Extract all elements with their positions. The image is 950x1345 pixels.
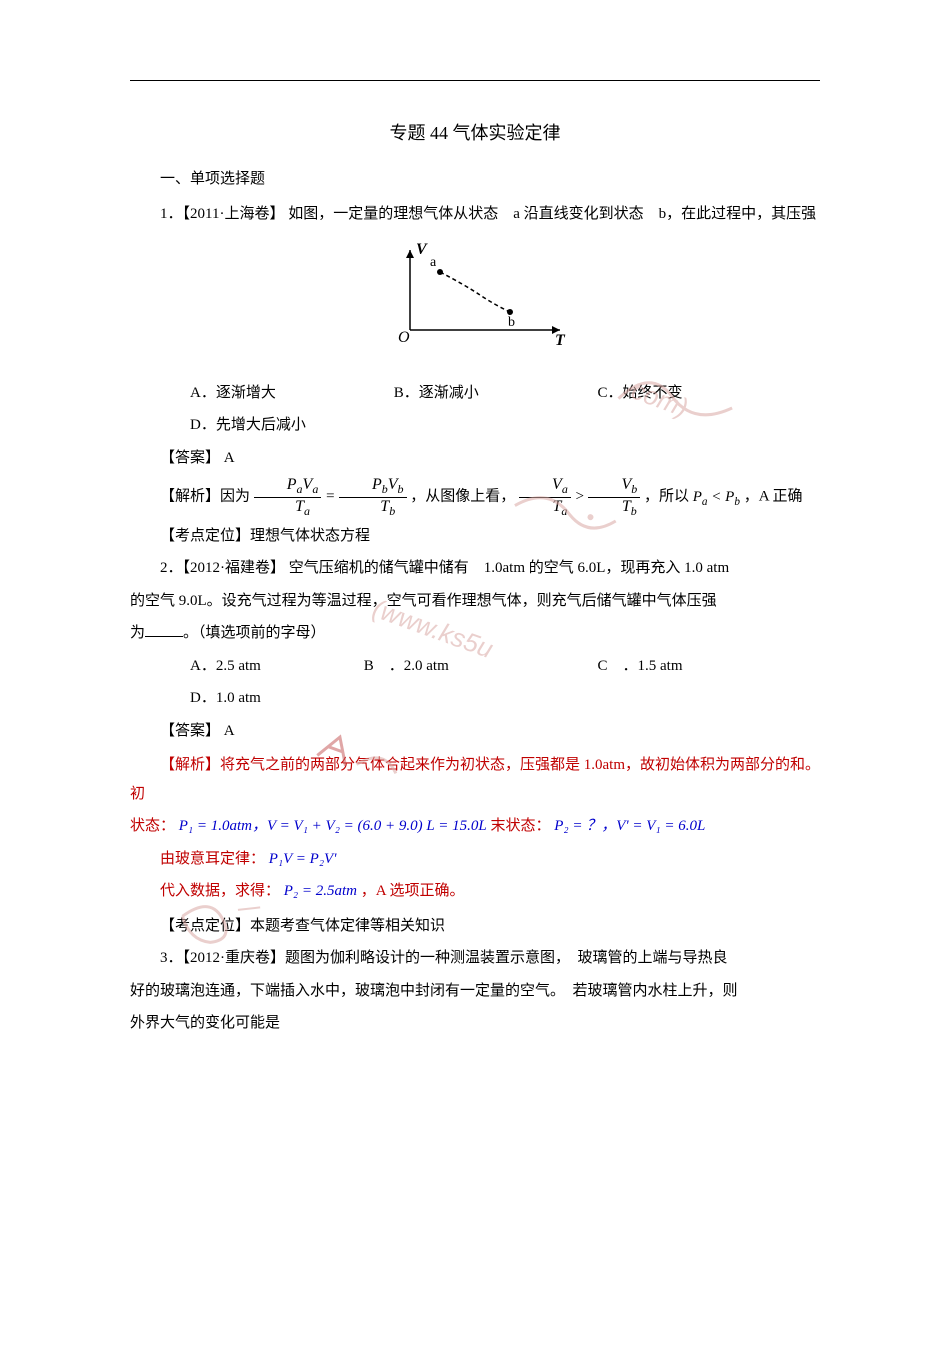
q2-options-row1: A．2.5 atm B ．2.0 atm C ．1.5 atm [130,652,820,681]
q1-optD: D．先增大后减小 [160,411,306,440]
q2-analysis: 【解析】将充气之前的两部分气体合起来作为初状态，压强都是 1.0atm，故初始体… [130,751,820,906]
q2-red3: 由玻意耳定律： P₁V = P₂V' [130,845,820,874]
q1-optC: C．始终不变 [568,379,683,408]
q1-optA: A．逐渐增大 [160,379,360,408]
page-title: 专题 44 气体实验定律 [130,116,820,150]
point-b-label: b [508,315,515,330]
q2-kaodian: 【考点定位】本题考查气体定律等相关知识 [130,912,820,941]
q1-analysis-tail: ，所以 [644,489,689,505]
section-heading: 一、单项选择题 [130,165,820,194]
q3-line2: 好的玻璃泡连通，下端插入水中，玻璃泡中封闭有一定量的空气。 若玻璃管内水柱上升，… [130,977,820,1006]
q1-analysis-mid: ，从图像上看， [410,489,515,505]
q2-line1: 2．【2012·福建卷】 空气压缩机的储气罐中储有 1.0atm 的空气 6.0… [130,554,820,583]
q2-optB: B ．2.0 atm [334,652,564,681]
q1-analysis-label: 【解析】因为 [160,489,250,505]
axis-origin-label: O [398,329,410,346]
q1-analysis: 【解析】因为 PaVaTa = PbVbTb ，从图像上看， VaTa > Vb… [130,476,820,518]
q2-optC: C ．1.5 atm [568,652,683,681]
axis-v-label: V [416,241,428,258]
q1-options-row2: D．先增大后减小 [130,411,820,440]
q2-red4: 代入数据，求得： P₂ = 2.5atm ，A 选项正确。 [130,877,820,906]
q2-answer: 【答案】 A [130,717,820,746]
q2-optA: A．2.5 atm [160,652,330,681]
q2-line2: 的空气 9.0L。设充气过程为等温过程，空气可看作理想气体，则充气后储气罐中气体… [130,587,820,616]
point-a-label: a [430,255,437,270]
q1-kaodian: 【考点定位】理想气体状态方程 [130,522,820,551]
q1-answer: 【答案】 A [130,444,820,473]
q1-analysis-end: ，A 正确 [744,489,803,505]
q1-stem: 1．【2011·上海卷】 如图，一定量的理想气体从状态 a 沿直线变化到状态 b… [130,200,820,229]
q1-optB: B．逐渐减小 [364,379,564,408]
q1-options-row1: A．逐渐增大 B．逐渐减小 C．始终不变 [130,379,820,408]
q3-line3: 外界大气的变化可能是 [130,1009,820,1038]
q2-optD: D．1.0 atm [160,684,261,713]
q1-graph: V T O a b [130,240,820,361]
q2-red1: 【解析】将充气之前的两部分气体合起来作为初状态，压强都是 1.0atm，故初始体… [130,751,820,808]
axis-t-label: T [555,332,566,349]
q2-options-row2: D．1.0 atm [130,684,820,713]
q2-red2: 状态： P₁ = 1.0atm，V = V₁ + V₂ = (6.0 + 9.0… [130,812,820,841]
q2-line3: 为。（填选项前的字母） [130,619,820,648]
q3-line1: 3．【2012·重庆卷】题图为伽利略设计的一种测温装置示意图， 玻璃管的上端与导… [130,944,820,973]
top-rule [130,80,820,81]
